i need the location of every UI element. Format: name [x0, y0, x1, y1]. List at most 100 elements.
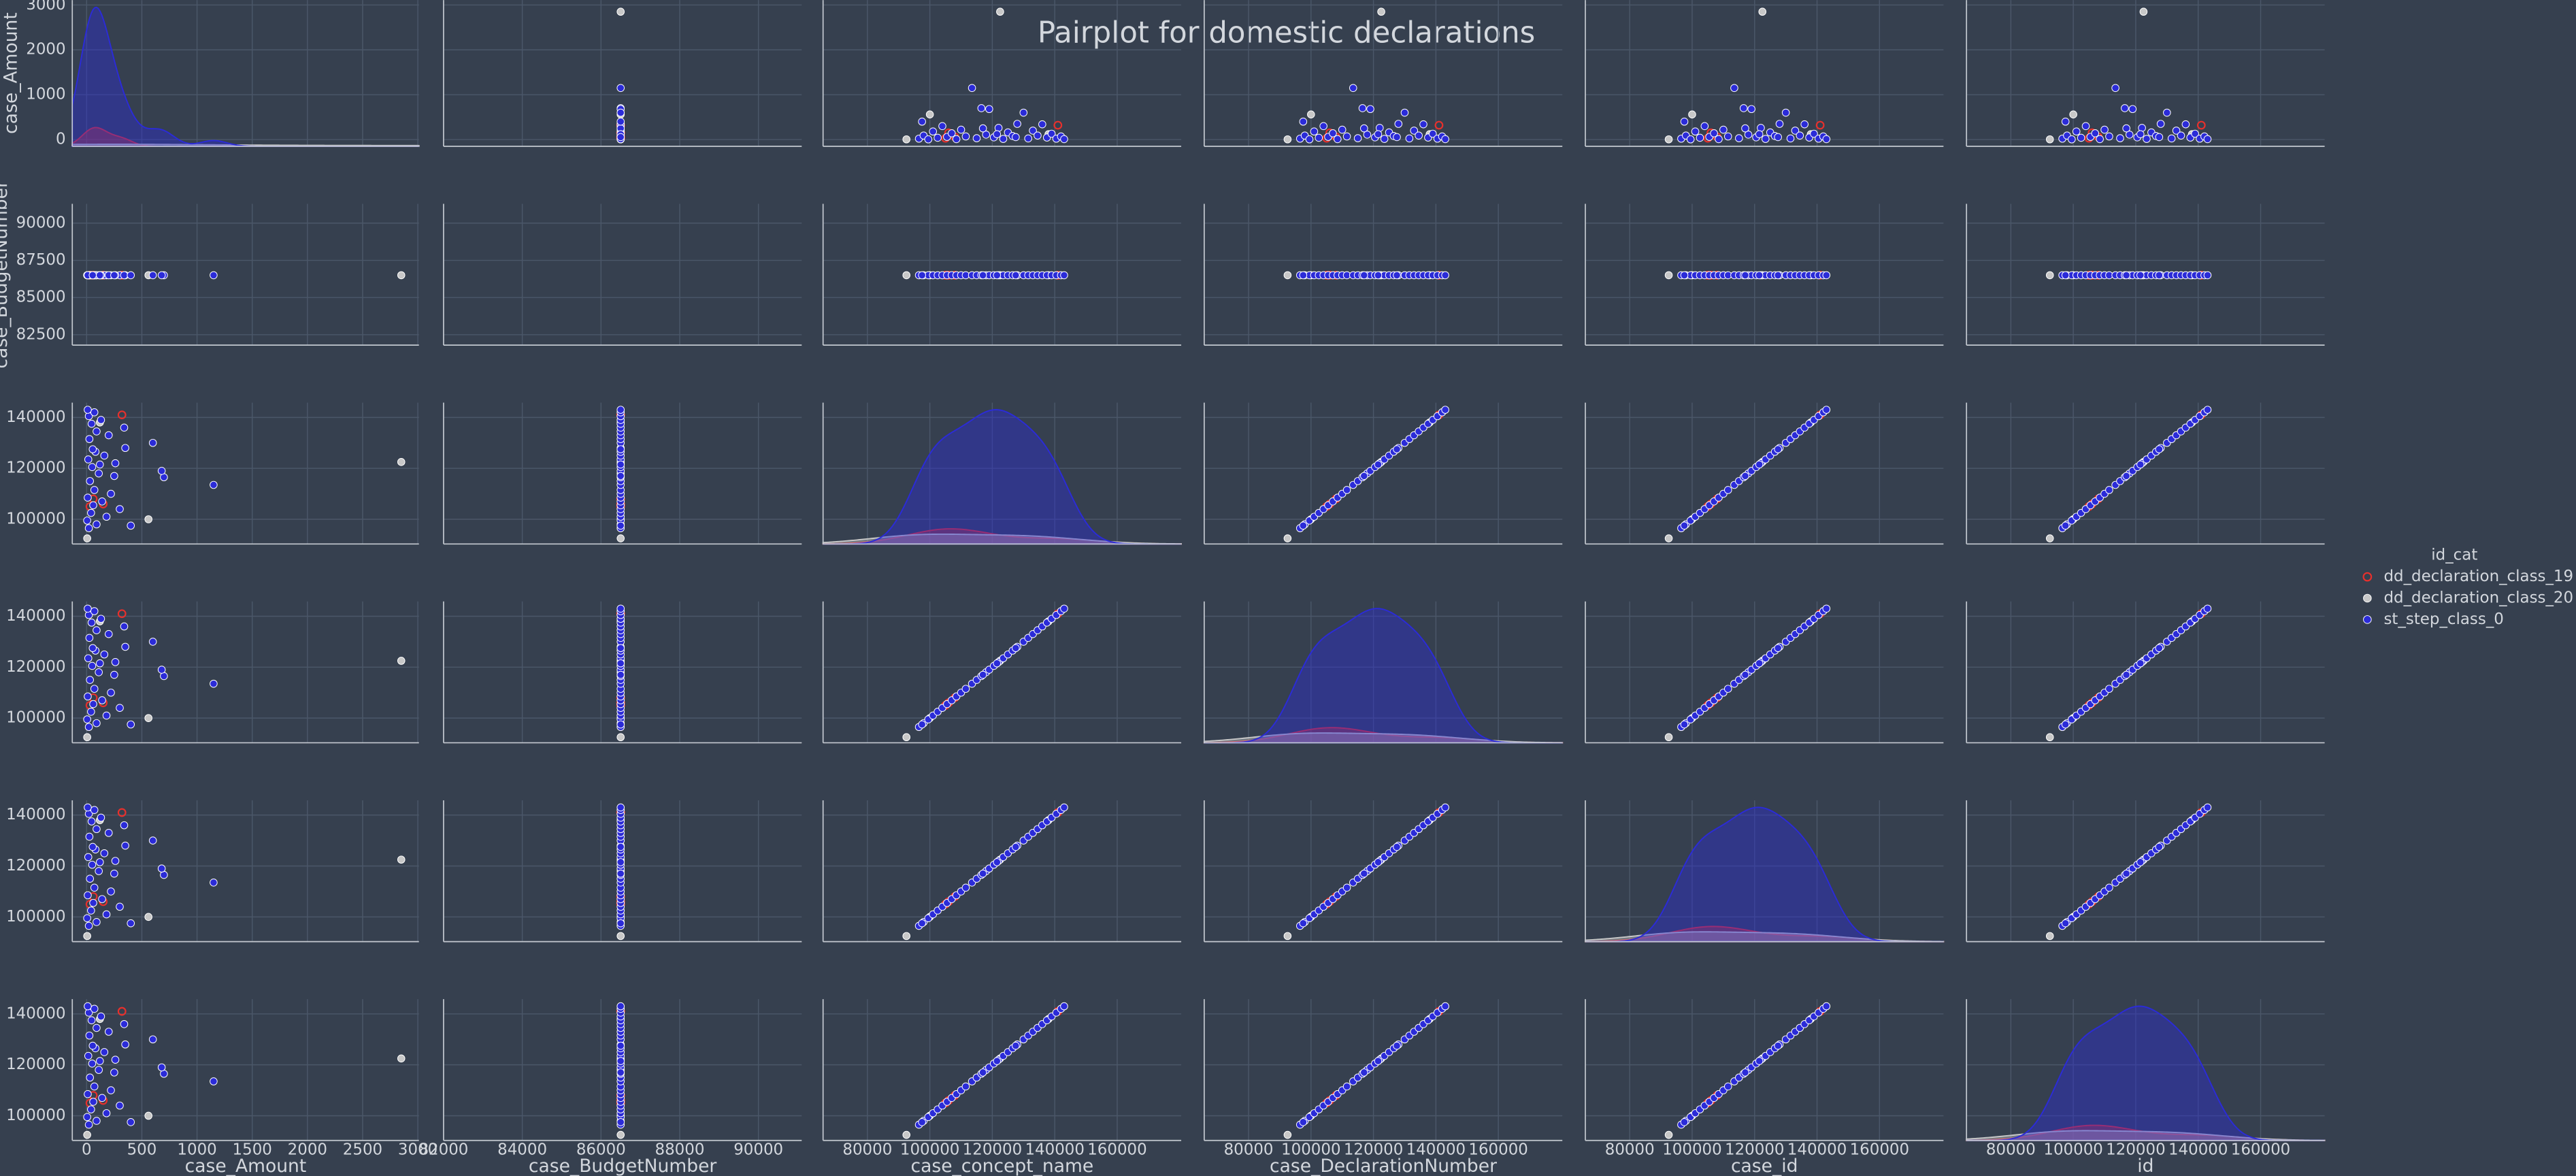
scatter-point [616, 733, 625, 742]
scatter-point [110, 869, 118, 878]
x-tick-label: 1500 [233, 1141, 272, 1159]
scatter-point [1380, 135, 1389, 143]
scatter-point [111, 857, 120, 865]
scatter-point [1723, 1082, 1732, 1091]
x-axis-label: case_DeclarationNumber [1270, 1156, 1497, 1176]
scatter-point [148, 438, 157, 447]
panel [443, 203, 802, 346]
scatter-point [111, 1056, 120, 1064]
scatter-point [1741, 124, 1749, 133]
scatter-point [2061, 720, 2070, 729]
scatter-point [2203, 271, 2212, 280]
scatter-point [616, 1002, 625, 1011]
scatter-point [397, 458, 406, 466]
scatter-point [2069, 110, 2077, 118]
scatter-point [2136, 659, 2145, 668]
y-tick-label: 2000 [26, 41, 65, 59]
scatter-point [918, 117, 926, 126]
x-tick-label: 0 [82, 1141, 92, 1159]
scatter-point [127, 271, 135, 280]
scatter-point [144, 515, 152, 523]
scatter-point [96, 1057, 104, 1065]
chart-title: Pairplot for domestic declarations [1038, 16, 1535, 50]
scatter-point [1441, 406, 1449, 414]
scatter-point [2061, 271, 2070, 280]
scatter-point [1719, 125, 1728, 134]
scatter-point [83, 1113, 91, 1122]
scatter-point [104, 431, 113, 440]
panel [1585, 402, 1944, 545]
scatter-point [1315, 133, 1323, 142]
scatter-point [2203, 604, 2212, 613]
scatter-point [98, 497, 106, 506]
scatter-point [102, 910, 111, 919]
scatter-point [1774, 1041, 1782, 1050]
scatter-point [999, 135, 1008, 143]
y-tick-label: 120000 [6, 658, 66, 676]
x-axis-label: case_id [1731, 1156, 1798, 1176]
scatter-point [961, 685, 970, 693]
scatter-point [120, 821, 129, 830]
scatter-point [952, 135, 961, 144]
scatter-point [121, 642, 129, 651]
panel [443, 601, 802, 744]
scatter-point [2167, 134, 2176, 143]
scatter-point [2105, 486, 2113, 494]
panel [71, 800, 419, 943]
scatter-point [397, 855, 406, 864]
scatter-point [616, 472, 625, 480]
scatter-point [84, 723, 93, 732]
scatter-point [1434, 120, 1444, 130]
panel [443, 402, 802, 545]
panel [822, 0, 1182, 147]
scatter-point [978, 869, 987, 878]
scatter-point [2155, 843, 2164, 851]
scatter-point [1060, 803, 1068, 812]
scatter-point [210, 271, 218, 280]
scatter-point [1822, 406, 1831, 414]
scatter-point [616, 1118, 625, 1126]
scatter-point [902, 733, 911, 742]
scatter-point [985, 105, 993, 114]
scatter-point [83, 715, 91, 723]
scatter-point [2091, 129, 2100, 137]
scatter-point [1358, 104, 1367, 112]
x-tick-label: 140000 [1406, 1141, 1466, 1159]
scatter-point [90, 806, 99, 814]
scatter-point [90, 486, 99, 494]
scatter-point [1774, 445, 1782, 453]
scatter-point [616, 803, 625, 812]
scatter-point [1822, 604, 1831, 613]
scatter-point [2125, 131, 2134, 139]
scatter-point [1394, 120, 1403, 128]
y-tick-label: 120000 [6, 857, 66, 875]
scatter-point [1377, 7, 1385, 16]
panel [1204, 999, 1563, 1141]
scatter-point [2105, 685, 2113, 693]
scatter-point [1791, 127, 1800, 135]
scatter-point [98, 1094, 106, 1102]
scatter-point [1741, 472, 1749, 480]
scatter-point [1739, 104, 1748, 112]
scatter-point [1342, 486, 1351, 494]
scatter-point [616, 670, 625, 679]
scatter-point [90, 1004, 99, 1013]
scatter-point [96, 460, 104, 469]
scatter-point [1680, 271, 1689, 280]
scatter-point [397, 657, 406, 665]
scatter-point [2122, 472, 2130, 480]
scatter-point [104, 630, 113, 638]
panel [1585, 203, 1944, 346]
scatter-point [925, 110, 934, 118]
panel [1966, 800, 2325, 943]
scatter-point [924, 135, 933, 144]
scatter-point [1686, 135, 1695, 144]
scatter-point [93, 520, 101, 529]
x-tick-label: 500 [127, 1141, 157, 1159]
scatter-point [88, 644, 97, 653]
scatter-point [93, 918, 101, 926]
scatter-point [1012, 271, 1020, 280]
scatter-point [616, 460, 625, 469]
scatter-point [1310, 127, 1319, 136]
